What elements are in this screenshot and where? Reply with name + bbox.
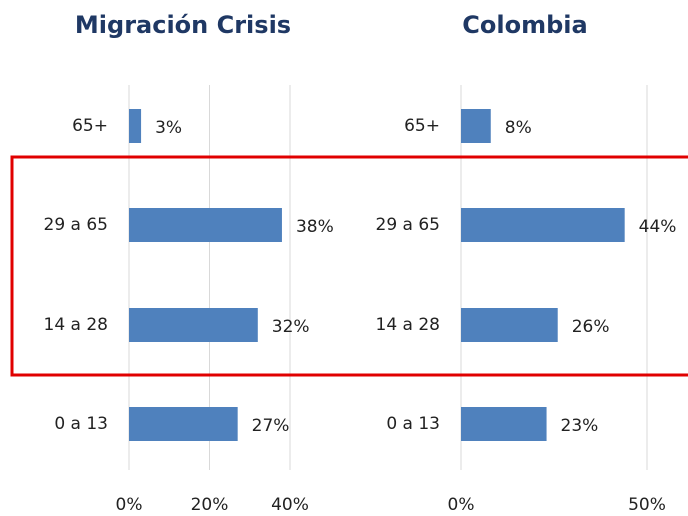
x-tick-label: 0%: [116, 495, 143, 515]
data-label: 3%: [155, 118, 182, 138]
y-tick-label: 0 a 13: [386, 414, 440, 434]
y-tick-label: 14 a 28: [44, 315, 109, 335]
bar: [129, 308, 258, 342]
data-label: 27%: [252, 416, 290, 436]
y-tick-label: 65+: [404, 116, 440, 136]
bar: [129, 109, 142, 143]
y-tick-label: 29 a 65: [376, 215, 441, 235]
x-tick-label: 20%: [191, 495, 229, 515]
bar: [461, 208, 625, 242]
data-label: 44%: [639, 217, 677, 237]
y-tick-label: 65+: [72, 116, 108, 136]
data-label: 23%: [561, 416, 599, 436]
bar: [129, 407, 238, 441]
highlight-box: [10, 155, 688, 377]
data-label: 38%: [296, 217, 334, 237]
x-tick-label: 50%: [628, 495, 666, 515]
data-label: 32%: [272, 317, 310, 337]
x-tick-label: 40%: [271, 495, 309, 515]
chart-title: Colombia: [462, 11, 587, 39]
bar: [461, 308, 558, 342]
data-label: 8%: [505, 118, 532, 138]
x-tick-label: 0%: [448, 495, 475, 515]
chart-title: Migración Crisis: [75, 11, 291, 39]
y-tick-label: 29 a 65: [44, 215, 109, 235]
y-tick-label: 14 a 28: [376, 315, 441, 335]
bar: [129, 208, 282, 242]
bar: [461, 109, 491, 143]
y-tick-label: 0 a 13: [54, 414, 108, 434]
data-label: 26%: [572, 317, 610, 337]
bar: [461, 407, 547, 441]
